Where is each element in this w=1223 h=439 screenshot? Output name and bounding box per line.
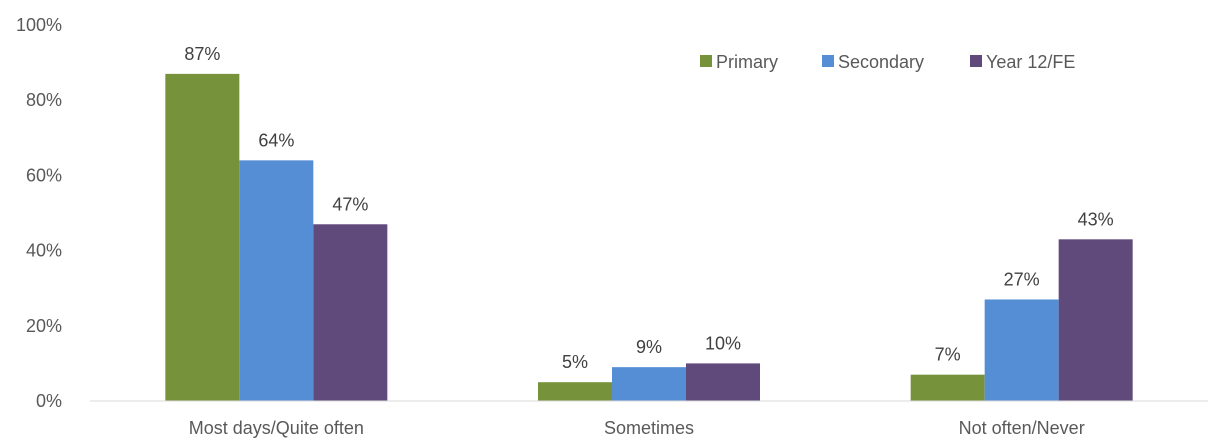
legend-swatch	[822, 55, 834, 67]
x-category-label: Most days/Quite often	[189, 418, 364, 438]
y-tick-label: 60%	[26, 165, 62, 185]
y-tick-label: 20%	[26, 316, 62, 336]
legend-label: Secondary	[838, 52, 924, 72]
y-tick-label: 0%	[36, 391, 62, 411]
data-label: 10%	[705, 333, 741, 353]
x-axis: Most days/Quite often Sometimes Not often/…	[189, 418, 1085, 438]
data-label: 5%	[562, 352, 588, 372]
bar-secondary	[239, 160, 314, 401]
bar-secondary	[984, 299, 1059, 401]
bar-year-12-fe	[313, 224, 388, 401]
data-label: 47%	[332, 194, 368, 214]
bar-primary	[538, 382, 612, 401]
bar-primary	[910, 374, 985, 401]
y-tick-label: 80%	[26, 90, 62, 110]
legend-label: Primary	[716, 52, 778, 72]
x-category-label: Not often/Never	[959, 418, 1085, 438]
data-label: 64%	[258, 130, 294, 150]
data-label: 7%	[935, 345, 961, 365]
y-tick-label: 40%	[26, 241, 62, 261]
y-axis: 0% 20% 40% 60% 80% 100%	[16, 15, 62, 411]
legend-swatch	[970, 55, 982, 67]
bar-year-12-fe	[1058, 239, 1133, 401]
bar-secondary	[612, 367, 686, 401]
legend: Primary Secondary Year 12/FE	[700, 52, 1075, 72]
data-label: 43%	[1078, 209, 1114, 229]
data-label: 87%	[184, 44, 220, 64]
y-tick-label: 100%	[16, 15, 62, 35]
bar-year-12-fe	[686, 363, 760, 401]
data-labels: 87% 64% 47% 5% 9% 10% 7% 27% 43%	[184, 44, 1113, 372]
bar-primary	[165, 73, 240, 401]
data-label: 27%	[1004, 269, 1040, 289]
legend-swatch	[700, 55, 712, 67]
bars	[165, 73, 1133, 401]
x-category-label: Sometimes	[604, 418, 694, 438]
legend-label: Year 12/FE	[986, 52, 1075, 72]
data-label: 9%	[636, 337, 662, 357]
